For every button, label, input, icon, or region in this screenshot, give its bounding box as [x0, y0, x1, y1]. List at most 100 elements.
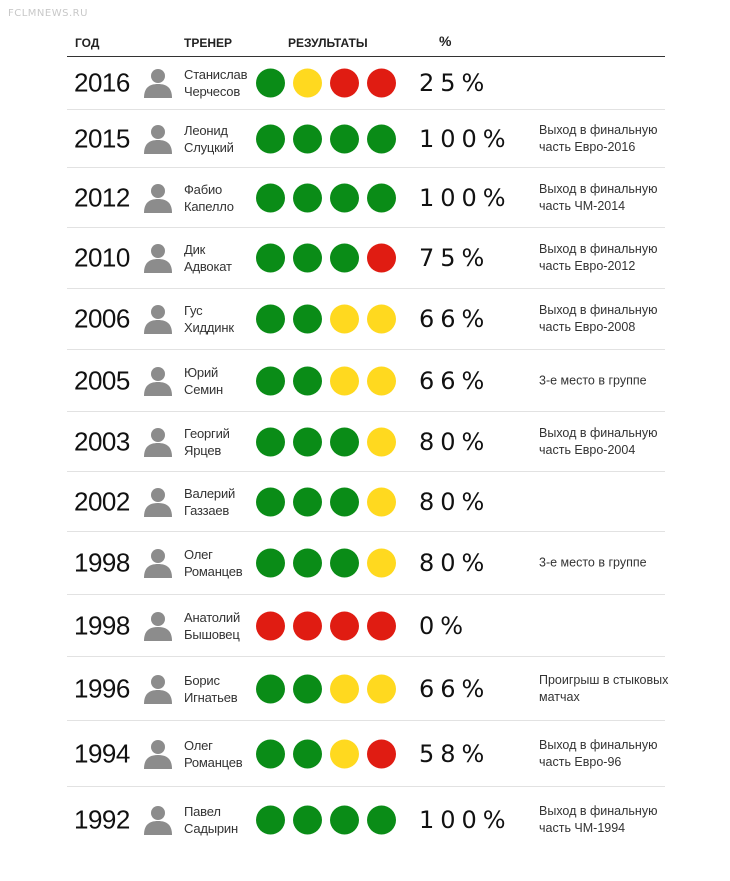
result-win-dot [293, 487, 322, 516]
result-win-dot [330, 427, 359, 456]
person-silhouette-icon [143, 67, 173, 99]
result-win-dot [367, 183, 396, 212]
result-win-dot [330, 124, 359, 153]
result-loss-dot [330, 68, 359, 98]
row-coach: Леонид Слуцкий [184, 122, 234, 155]
result-loss-dot [367, 243, 396, 273]
row-coach: Анатолий Бышовец [184, 609, 241, 642]
table-row: 2003 Георгий Ярцев 80% Выход в финальную ча… [67, 412, 665, 472]
result-loss-dot [367, 68, 396, 98]
person-silhouette-icon [143, 804, 173, 836]
row-coach: Павел Садырин [184, 804, 238, 836]
table-row: 1998 Анатолий Бышовец 0% [67, 595, 665, 657]
result-loss-dot [330, 611, 359, 640]
result-draw-dot [367, 304, 396, 334]
row-percent: 0% [419, 611, 470, 640]
row-percent: 80% [419, 487, 491, 516]
row-percent: 66% [419, 674, 491, 703]
person-silhouette-icon [143, 486, 173, 518]
table-row: 2005 Юрий Семин 66% 3-е место в группе [67, 350, 665, 412]
row-results [256, 487, 396, 516]
person-silhouette-icon [143, 123, 173, 155]
person-silhouette-icon [143, 426, 173, 458]
result-win-dot [256, 427, 285, 456]
row-results [256, 427, 396, 456]
row-coach: Георгий Ярцев [184, 425, 230, 458]
row-year: 2010 [74, 242, 130, 273]
result-win-dot [256, 674, 285, 703]
result-win-dot [330, 805, 359, 835]
row-year: 1998 [74, 547, 130, 578]
header-coach: ТРЕНЕР [184, 36, 233, 50]
row-results [256, 739, 396, 768]
person-silhouette-icon [143, 738, 173, 770]
row-coach: Станислав Черчесов [184, 67, 248, 99]
result-loss-dot [367, 611, 396, 640]
result-win-dot [367, 805, 396, 835]
result-win-dot [293, 548, 322, 578]
result-win-dot [256, 548, 285, 578]
row-coach: Дик Адвокат [184, 242, 232, 274]
row-year: 1992 [74, 804, 130, 835]
row-percent: 100% [419, 124, 512, 153]
row-percent: 25% [419, 69, 491, 97]
row-coach: Олег Романцев [184, 547, 243, 579]
header-year: ГОД [75, 36, 100, 50]
row-results [256, 548, 396, 578]
row-percent: 58% [419, 739, 491, 768]
row-coach: Валерий Газзаев [184, 485, 236, 518]
row-results [256, 805, 396, 835]
row-year: 2006 [74, 303, 130, 334]
row-note: Выход в финальную часть ЧМ-2014 [539, 181, 658, 213]
table-row: 2006 Гус Хиддинк 66% Выход в финальную част… [67, 289, 665, 350]
row-note: Выход в финальную часть Евро-2008 [539, 303, 658, 334]
result-win-dot [256, 183, 285, 212]
table-row: 2015 Леонид Слуцкий 100% Выход в финальную … [67, 110, 665, 168]
row-results [256, 674, 396, 703]
result-draw-dot [293, 68, 322, 98]
row-coach: Борис Игнатьев [184, 672, 238, 705]
result-win-dot [256, 68, 285, 98]
table-row: 2016 Станислав Черчесов 25% [67, 57, 665, 110]
result-draw-dot [330, 304, 359, 334]
row-note: Выход в финальную часть Евро-96 [539, 737, 658, 769]
result-win-dot [256, 366, 285, 395]
table-row: 1994 Олег Романцев 58% Выход в финальную ча… [67, 721, 665, 787]
result-draw-dot [367, 548, 396, 578]
table-row: 1998 Олег Романцев 80% 3-е место в группе [67, 532, 665, 595]
result-win-dot [256, 124, 285, 153]
row-percent: 66% [419, 305, 491, 333]
result-draw-dot [330, 739, 359, 768]
result-win-dot [330, 243, 359, 273]
table-header: ГОД ТРЕНЕР РЕЗУЛЬТАТЫ % [0, 32, 730, 56]
row-year: 1996 [74, 673, 130, 703]
result-loss-dot [293, 611, 322, 640]
result-win-dot [293, 183, 322, 212]
row-year: 2012 [74, 182, 130, 212]
row-note: Выход в финальную часть Евро-2016 [539, 122, 658, 154]
result-win-dot [330, 548, 359, 578]
table-row: 2002 Валерий Газзаев 80% [67, 472, 665, 532]
person-silhouette-icon [143, 242, 173, 274]
result-win-dot [293, 366, 322, 395]
row-percent: 75% [419, 244, 491, 272]
result-win-dot [293, 739, 322, 768]
row-results [256, 243, 396, 273]
result-win-dot [330, 487, 359, 516]
result-draw-dot [367, 674, 396, 703]
row-percent: 100% [419, 183, 512, 212]
table-row: 1996 Борис Игнатьев 66% Проигрыш в стыковых… [67, 657, 668, 721]
row-coach: Олег Романцев [184, 737, 243, 770]
result-win-dot [256, 805, 285, 835]
result-win-dot [256, 304, 285, 334]
row-percent: 80% [419, 549, 491, 577]
row-note: Проигрыш в стыковых матчах [539, 672, 669, 704]
row-percent: 80% [419, 427, 491, 456]
result-win-dot [293, 304, 322, 334]
result-win-dot [293, 243, 322, 273]
row-results [256, 304, 396, 334]
row-year: 2005 [74, 365, 130, 395]
row-coach: Фабио Капелло [184, 181, 234, 214]
row-results [256, 366, 396, 395]
row-note: Выход в финальную часть Евро-2004 [539, 425, 658, 457]
